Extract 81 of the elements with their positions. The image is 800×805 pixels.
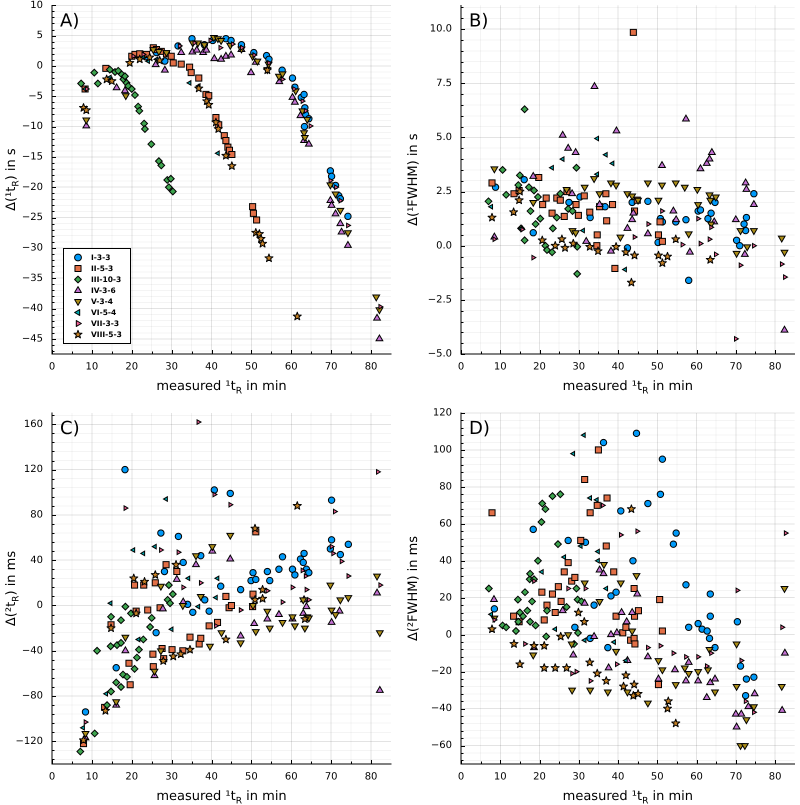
y-tick-label: 2.5 bbox=[436, 186, 452, 198]
y-tick-label: 0 bbox=[446, 629, 452, 640]
x-tick-label: 70 bbox=[729, 772, 742, 783]
y-tick-label: 7.5 bbox=[436, 78, 452, 89]
x-tick-label: 20 bbox=[533, 772, 546, 783]
x-tick-label: 40 bbox=[612, 772, 624, 783]
x-tick-label: 0 bbox=[48, 772, 56, 783]
x-tick-label: 40 bbox=[205, 362, 218, 373]
x-tick-label: 80 bbox=[768, 772, 782, 783]
y-axis-title: Δ(²FWHM) in ms bbox=[406, 536, 421, 642]
y-tick-label: −80 bbox=[22, 690, 43, 702]
y-axis-title: Δ(¹FWHM) in s bbox=[406, 133, 421, 226]
y-axis-title: Δ(¹tR) in s bbox=[4, 148, 22, 211]
y-tick-label: −40 bbox=[22, 303, 43, 314]
chart-title: D) bbox=[469, 418, 490, 439]
x-tick-label: 60 bbox=[690, 772, 703, 783]
y-tick-label: 0.0 bbox=[436, 240, 452, 252]
x-tick-label: 50 bbox=[245, 772, 258, 783]
x-tick-label: 10 bbox=[494, 772, 507, 783]
x-tick-label: 0 bbox=[458, 362, 464, 373]
x-tick-label: 30 bbox=[165, 362, 178, 373]
x-tick-label: 80 bbox=[768, 362, 782, 373]
y-axis-title: Δ(²tR) in ms bbox=[4, 550, 22, 626]
y-tick-label: −25 bbox=[22, 212, 43, 224]
y-tick-label: 0 bbox=[36, 600, 43, 612]
y-tick-label: −40 bbox=[430, 703, 452, 714]
y-tick-label: 100 bbox=[432, 444, 452, 456]
y-tick-label: 120 bbox=[432, 408, 452, 419]
y-tick-label: 40 bbox=[30, 554, 43, 566]
x-tick-label: 70 bbox=[729, 362, 742, 373]
y-tick-label: −10 bbox=[22, 121, 43, 132]
x-tick-label: 70 bbox=[324, 772, 338, 783]
y-tick-label: 5.0 bbox=[436, 132, 452, 144]
y-tick-label: 10 bbox=[30, 0, 43, 11]
y-tick-label: −35 bbox=[22, 272, 43, 284]
chart-title: A) bbox=[60, 10, 80, 32]
x-tick-label: 50 bbox=[650, 772, 664, 783]
x-tick-label: 10 bbox=[494, 362, 507, 373]
x-tick-label: 70 bbox=[324, 362, 338, 373]
x-tick-label: 20 bbox=[533, 362, 546, 373]
y-tick-label: −20 bbox=[22, 182, 43, 193]
y-tick-label: −2.5 bbox=[428, 294, 452, 306]
y-tick-label: 160 bbox=[24, 418, 43, 430]
y-tick-label: 20 bbox=[439, 592, 452, 604]
x-tick-label: 20 bbox=[125, 362, 138, 373]
y-tick-label: −45 bbox=[22, 333, 43, 344]
y-tick-label: 10.0 bbox=[430, 24, 452, 35]
x-tick-label: 60 bbox=[284, 772, 298, 783]
y-tick-label: −60 bbox=[430, 740, 452, 752]
y-tick-label: −120 bbox=[16, 736, 43, 747]
x-tick-label: 60 bbox=[284, 362, 298, 373]
y-tick-label: 5 bbox=[36, 30, 43, 42]
x-tick-label: 30 bbox=[572, 362, 586, 373]
y-tick-label: 80 bbox=[439, 481, 452, 492]
y-tick-label: −5 bbox=[28, 90, 43, 102]
x-tick-label: 0 bbox=[458, 772, 464, 783]
y-tick-label: −40 bbox=[22, 645, 43, 656]
x-tick-label: 80 bbox=[364, 772, 378, 783]
x-tick-label: 50 bbox=[650, 362, 664, 373]
x-tick-label: 30 bbox=[165, 772, 178, 783]
y-tick-label: −20 bbox=[430, 666, 452, 678]
y-tick-label: 80 bbox=[30, 509, 43, 520]
x-tick-label: 40 bbox=[612, 362, 624, 373]
y-tick-label: −30 bbox=[22, 242, 43, 254]
y-tick-label: 120 bbox=[24, 464, 43, 476]
x-tick-label: 80 bbox=[364, 362, 378, 373]
y-tick-label: −15 bbox=[22, 152, 43, 162]
x-tick-label: 30 bbox=[572, 772, 586, 783]
y-tick-label: 60 bbox=[439, 518, 452, 530]
chart-title: C) bbox=[60, 418, 80, 439]
x-tick-label: 40 bbox=[205, 772, 218, 783]
chart-title: B) bbox=[469, 10, 488, 32]
y-tick-label: 40 bbox=[439, 555, 452, 566]
x-tick-label: 0 bbox=[48, 362, 56, 373]
x-tick-label: 20 bbox=[125, 772, 138, 783]
y-tick-label: 0 bbox=[36, 60, 43, 72]
y-tick-label: −5.0 bbox=[428, 348, 452, 360]
x-tick-label: 10 bbox=[86, 772, 98, 783]
x-tick-label: 50 bbox=[245, 362, 258, 373]
x-tick-label: 10 bbox=[86, 362, 98, 373]
x-tick-label: 60 bbox=[690, 362, 703, 373]
